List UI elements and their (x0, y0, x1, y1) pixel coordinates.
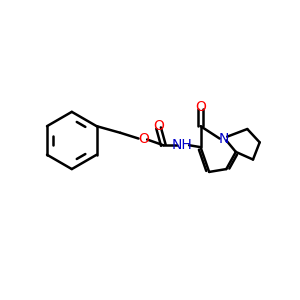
Text: O: O (153, 119, 164, 133)
Text: NH: NH (172, 138, 193, 152)
Text: N: N (218, 132, 229, 145)
Text: O: O (138, 132, 149, 145)
Text: O: O (195, 100, 206, 114)
